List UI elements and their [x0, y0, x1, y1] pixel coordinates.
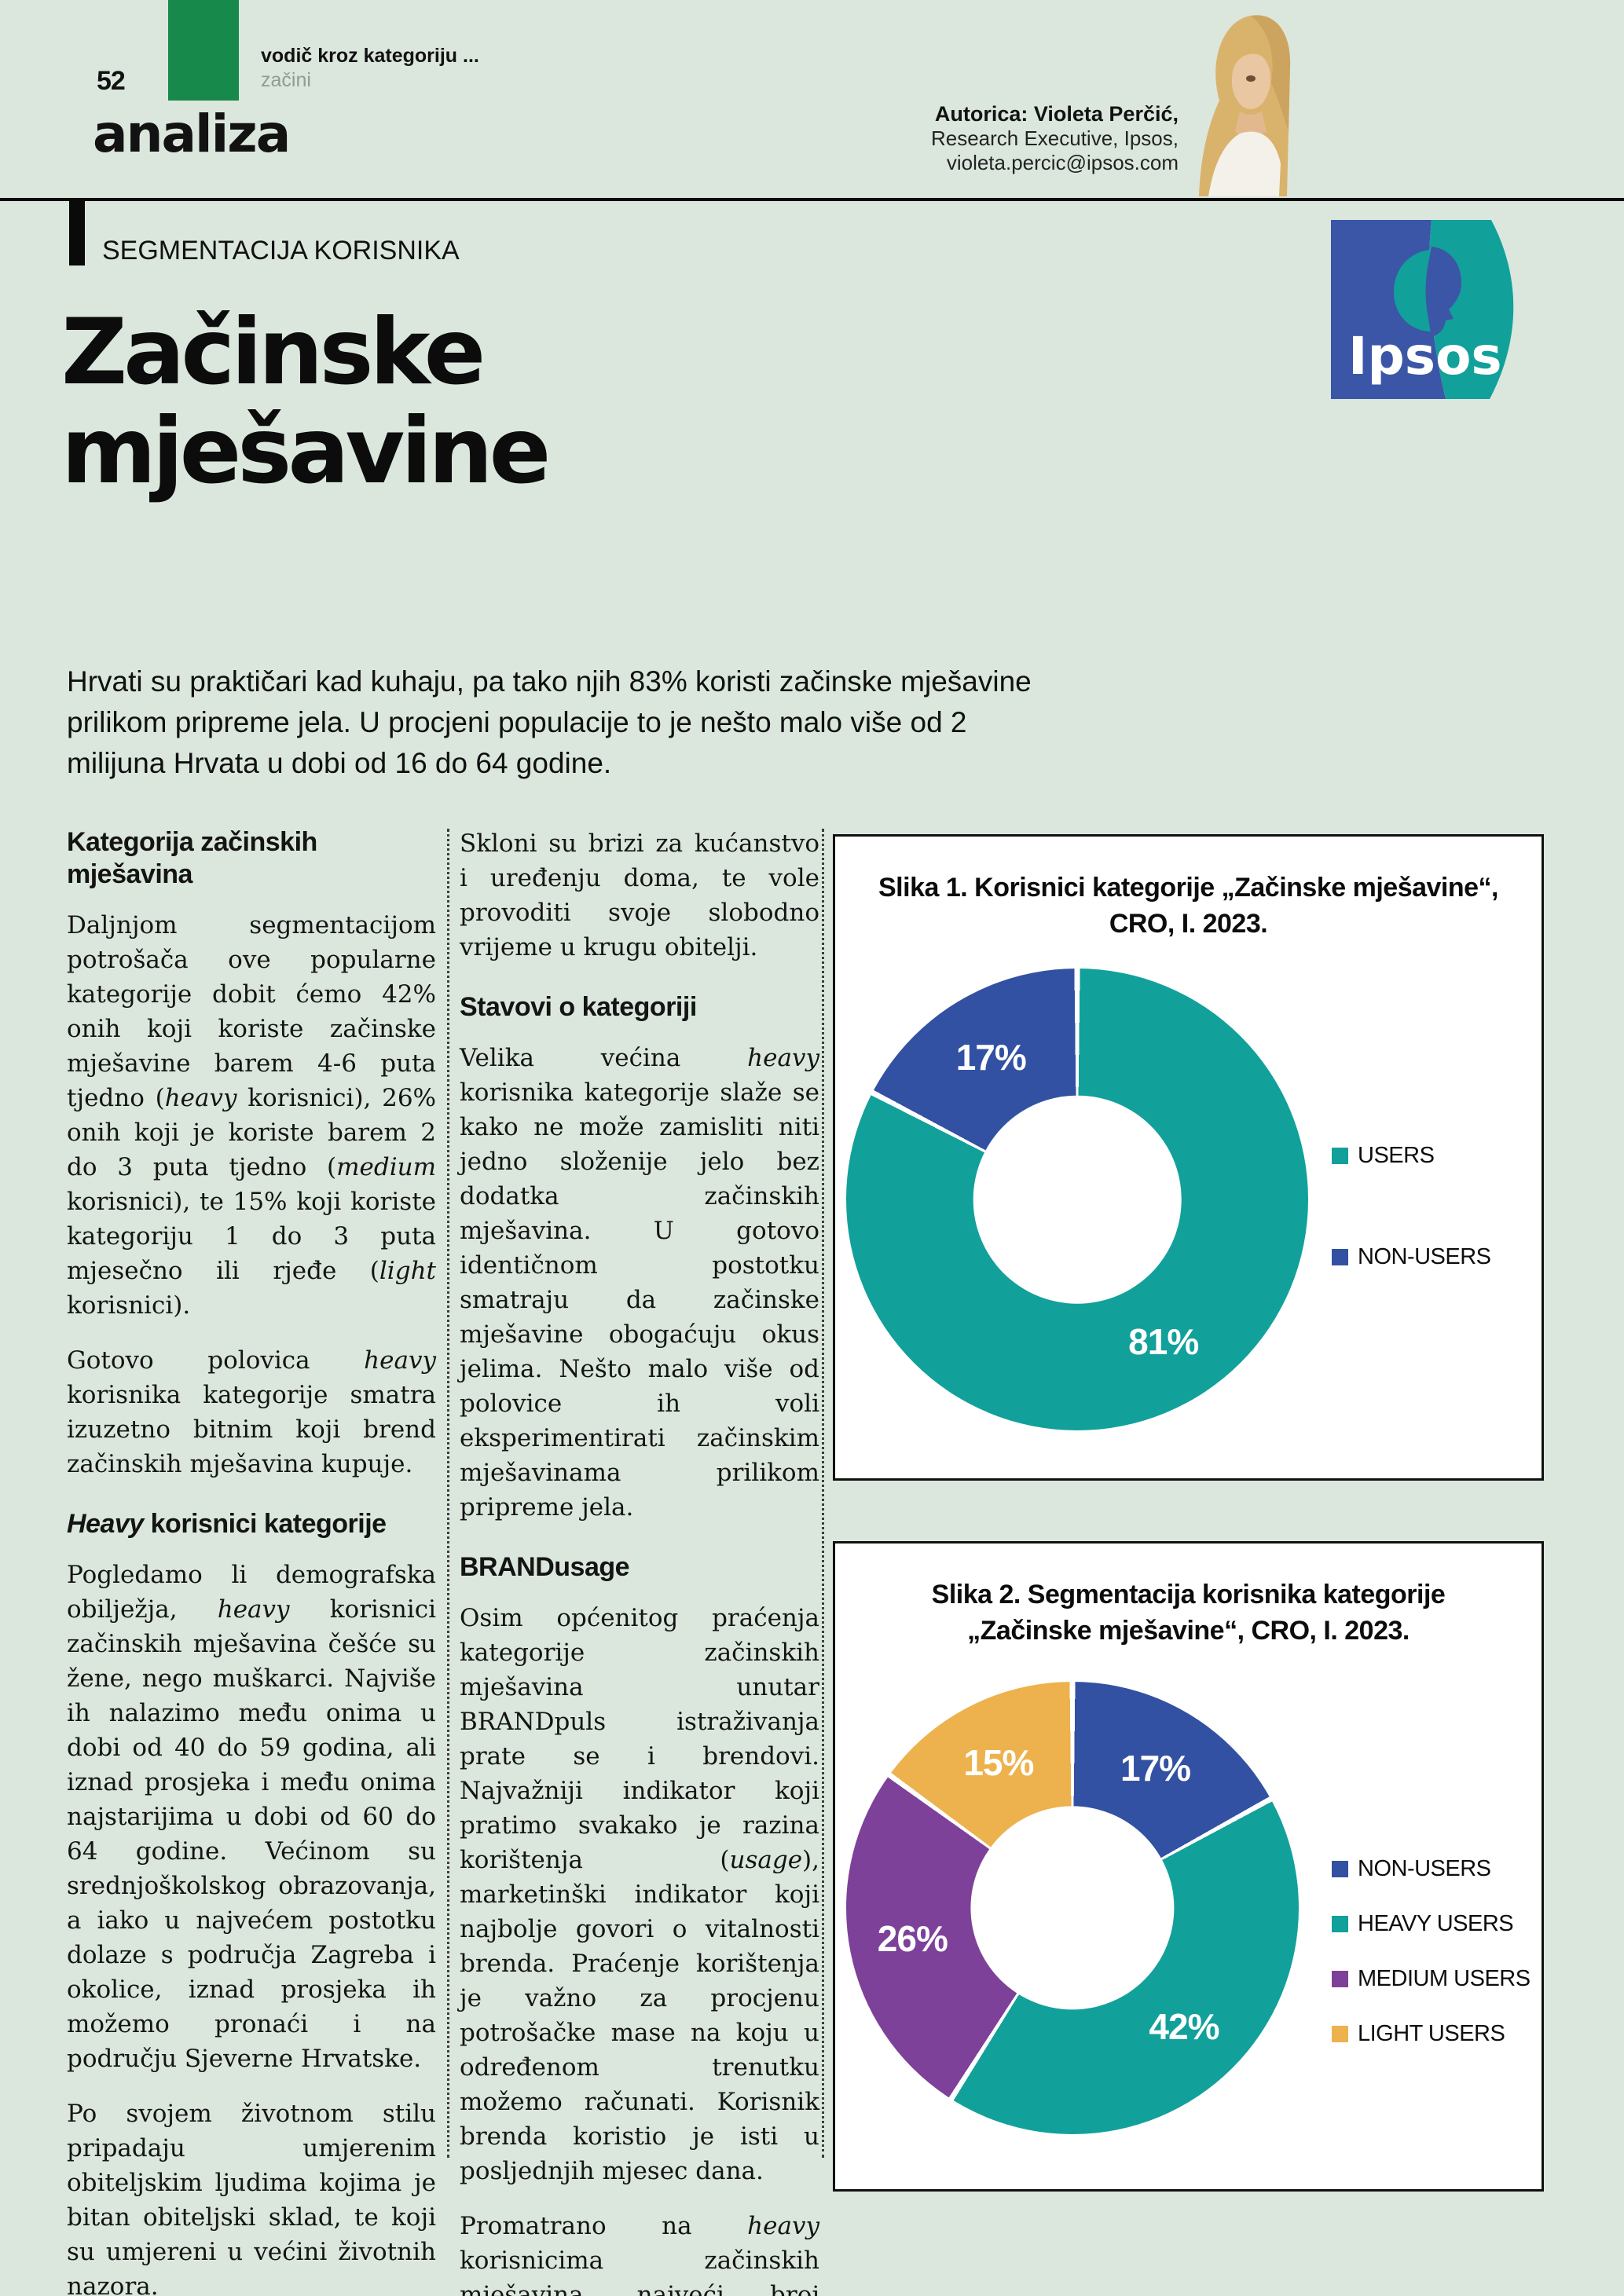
- legend-swatch: [1332, 1861, 1348, 1877]
- legend-item: HEAVY USERS: [1332, 1911, 1531, 1937]
- donut-label-users: 81%: [1128, 1321, 1199, 1363]
- paragraph: Daljnjom segmentacijom potrošača ove pop…: [67, 911, 436, 1320]
- article-lead: Hrvati su praktičari kad kuhaju, pa tako…: [67, 665, 1032, 779]
- legend-item: LIGHT USERS: [1332, 2021, 1531, 2047]
- legend-item: NON-USERS: [1332, 1856, 1531, 1882]
- article-eyebrow: SEGMENTACIJA KORISNIKA: [102, 236, 460, 265]
- page-number: 52: [97, 66, 126, 96]
- author-email: violeta.percic@ipsos.com: [946, 151, 1179, 174]
- kicker-title: vodič kroz kategoriju ...: [261, 45, 479, 67]
- text-column-2: Skloni su brizi za kućanstvo i uređenju …: [460, 826, 819, 2296]
- donut-label-heavy-users: 42%: [1149, 2006, 1219, 2048]
- chart-panel-1: Slika 1. Korisnici kategorije „Začinske …: [833, 834, 1544, 1481]
- ipsos-logo: Ipsos: [1331, 220, 1514, 399]
- kicker-subtitle: začini: [261, 69, 311, 91]
- donut-hole: [973, 1095, 1182, 1304]
- chart-legend: USERS NON-USERS: [1332, 1143, 1491, 1270]
- legend-label: MEDIUM USERS: [1358, 1966, 1531, 1991]
- legend-label: HEAVY USERS: [1358, 1911, 1514, 1936]
- chart-title: Slika 1. Korisnici kategorije „Začinske …: [878, 873, 1499, 939]
- column-heading: Heavy korisnici kategorije: [67, 1509, 387, 1539]
- paragraph: Osim općenitog praćenja kategorije začin…: [460, 1604, 819, 2185]
- legend-swatch: [1332, 1916, 1348, 1932]
- column-heading: Kategorija začinskih mješavina: [67, 827, 317, 889]
- author-photo: [1185, 6, 1295, 196]
- legend-item: MEDIUM USERS: [1332, 1966, 1531, 1992]
- eyebrow-accent-bar: [69, 198, 85, 265]
- chart-title: Slika 2. Segmentacija korisnika kategori…: [931, 1580, 1446, 1646]
- ipsos-wordmark: Ipsos: [1348, 326, 1502, 386]
- paragraph: Promatrano na heavy korisnicima začinski…: [460, 2212, 819, 2296]
- article-title: Začinske mješavine: [61, 299, 551, 504]
- section-title: analiza: [93, 104, 291, 164]
- paragraph: Pogledamo li demografska obilježja, heav…: [67, 1561, 436, 2073]
- donut-label-non-users: 17%: [955, 1036, 1027, 1078]
- donut-label-light-users: 15%: [963, 1742, 1034, 1784]
- column-heading: BRANDusage: [460, 1552, 630, 1582]
- paragraph: Po svojem životnom stilu pripadaju umjer…: [67, 2100, 436, 2296]
- column-heading: Stavovi o kategoriji: [460, 992, 697, 1022]
- legend-item: NON-USERS: [1332, 1244, 1491, 1270]
- donut-chart-segmentation: 17% 42% 26% 15%: [846, 1682, 1299, 2134]
- legend-swatch: [1332, 1971, 1348, 1987]
- header-rule: [0, 198, 1624, 201]
- chart-panel-2: Slika 2. Segmentacija korisnika kategori…: [833, 1541, 1544, 2192]
- category-kicker: vodič kroz kategoriju ... začini: [261, 44, 479, 93]
- legend-swatch: [1332, 1148, 1348, 1164]
- author-name: Autorica: Violeta Perčić,: [934, 102, 1179, 126]
- author-block: Autorica: Violeta Perčić, Research Execu…: [931, 102, 1179, 175]
- legend-swatch: [1332, 2026, 1348, 2042]
- paragraph: Skloni su brizi za kućanstvo i uređenju …: [460, 829, 819, 961]
- legend-label: LIGHT USERS: [1358, 2021, 1505, 2046]
- text-column-1: Kategorija začinskih mješavina Daljnjom …: [67, 826, 436, 2296]
- donut-label-medium-users: 26%: [877, 1917, 948, 1959]
- legend-label: NON-USERS: [1358, 1856, 1491, 1881]
- paragraph: Gotovo polovica heavy korisnika kategori…: [67, 1346, 436, 1478]
- donut-chart-users: 81% 17%: [846, 969, 1308, 1430]
- column-divider: [447, 829, 449, 2158]
- green-accent-block: [168, 0, 239, 101]
- paragraph: Velika većina heavy korisnika kategorije…: [460, 1044, 819, 1522]
- legend-label: NON-USERS: [1358, 1244, 1491, 1269]
- donut-label-non-users: 17%: [1120, 1747, 1191, 1789]
- column-divider: [822, 829, 824, 2158]
- donut-hole: [970, 1806, 1175, 2010]
- chart-legend: NON-USERS HEAVY USERS MEDIUM USERS LIGHT US…: [1332, 1856, 1531, 2047]
- legend-swatch: [1332, 1249, 1348, 1265]
- author-role: Research Executive, Ipsos,: [930, 126, 1179, 150]
- legend-item: USERS: [1332, 1143, 1491, 1169]
- legend-label: USERS: [1358, 1143, 1435, 1168]
